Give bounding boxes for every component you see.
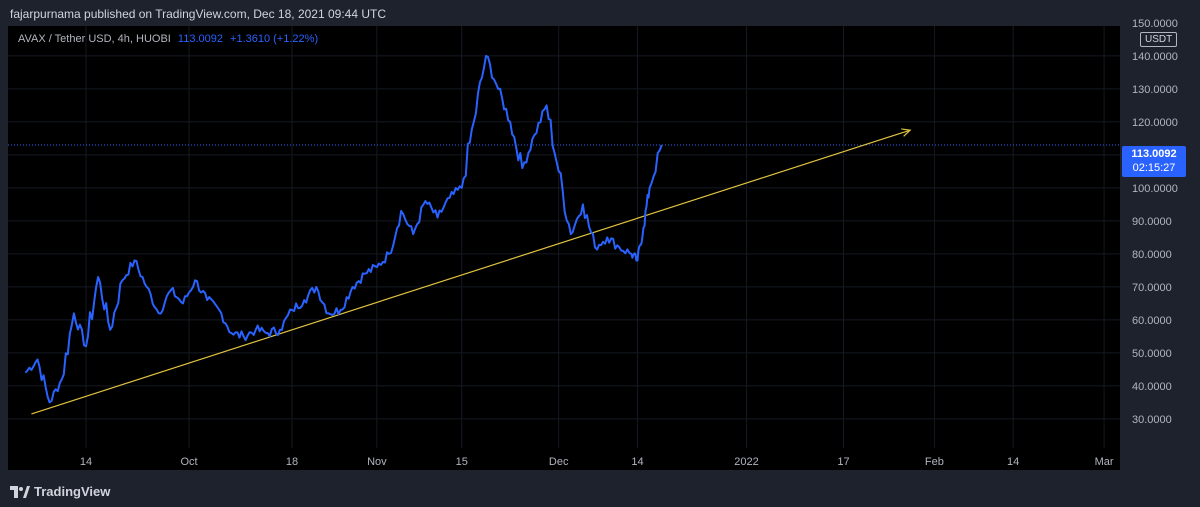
x-tick-label: 18 — [286, 456, 298, 468]
y-tick-label: 40.0000 — [1132, 381, 1172, 393]
symbol-label: AVAX / Tether USD, 4h, HUOBI — [18, 33, 171, 45]
x-tick-label: 2022 — [734, 456, 758, 468]
current-price-tag: 113.0092 02:15:27 — [1122, 146, 1186, 177]
tradingview-logo-icon — [10, 485, 30, 498]
y-tick-label: 90.0000 — [1132, 216, 1172, 228]
x-tick-label: 17 — [837, 456, 849, 468]
price-series-line — [24, 54, 663, 404]
symbol-legend: AVAX / Tether USD, 4h, HUOBI 113.0092 +1… — [18, 33, 318, 45]
x-tick-label: Oct — [180, 456, 197, 468]
x-tick-label: 14 — [80, 456, 92, 468]
currency-label[interactable]: USDT — [1140, 32, 1178, 47]
brand-name: TradingView — [34, 484, 111, 499]
trend-arrow-head — [901, 128, 912, 137]
y-tick-label: 50.0000 — [1132, 348, 1172, 360]
top-bar: fajarpurnama published on TradingView.co… — [0, 0, 1200, 26]
y-tick-label: 140.0000 — [1132, 51, 1178, 63]
x-tick-label: Nov — [367, 456, 387, 468]
x-tick-label: 15 — [456, 456, 468, 468]
footer — [0, 476, 1200, 507]
price-change: +1.3610 (+1.22%) — [230, 33, 319, 45]
x-tick-label: 14 — [1007, 456, 1019, 468]
price-chart[interactable]: 30.0000 40.0000 50.0000 60.0000 70.0000 80.00… — [0, 0, 1200, 476]
x-tick-label: 14 — [631, 456, 643, 468]
current-price-value: 113.0092 — [1131, 148, 1177, 160]
last-price: 113.0092 — [177, 33, 223, 45]
brand-logo[interactable]: TradingView — [10, 484, 110, 499]
y-tick-label: 60.0000 — [1132, 315, 1172, 327]
y-tick-label: 70.0000 — [1132, 282, 1172, 294]
x-tick-label: Dec — [549, 456, 569, 468]
trend-line — [31, 129, 911, 415]
x-tick-label: Feb — [925, 456, 944, 468]
y-tick-label: 30.0000 — [1132, 414, 1172, 426]
y-tick-label: 120.0000 — [1132, 117, 1178, 129]
publish-info: fajarpurnama published on TradingView.co… — [10, 7, 387, 21]
y-tick-label: 130.0000 — [1132, 84, 1178, 96]
y-tick-label: 100.0000 — [1132, 183, 1178, 195]
x-tick-label: Mar — [1095, 456, 1114, 468]
y-tick-label: 150.0000 — [1132, 18, 1178, 30]
y-tick-label: 80.0000 — [1132, 249, 1172, 261]
bar-countdown: 02:15:27 — [1132, 162, 1176, 174]
